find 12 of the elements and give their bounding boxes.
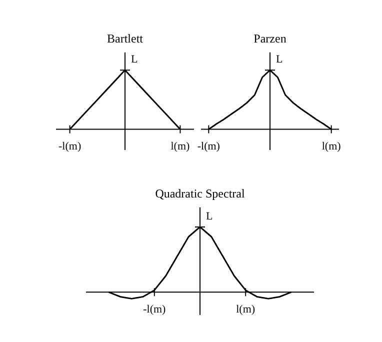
text: L <box>276 54 283 66</box>
x-tick-label: -l(m) <box>143 304 166 316</box>
text: L <box>131 54 138 66</box>
x-tick-label: -l(m) <box>197 140 220 153</box>
chart-title: Quadratic Spectral <box>155 186 246 200</box>
text: L <box>206 210 213 222</box>
x-tick-label: l(m) <box>170 140 190 153</box>
x-tick-label: -l(m) <box>58 140 82 153</box>
chart-title: Parzen <box>254 31 286 46</box>
x-tick-label: l(m) <box>322 140 342 153</box>
x-tick-label: l(m) <box>236 304 256 316</box>
chart-title: Bartlett <box>107 31 144 46</box>
